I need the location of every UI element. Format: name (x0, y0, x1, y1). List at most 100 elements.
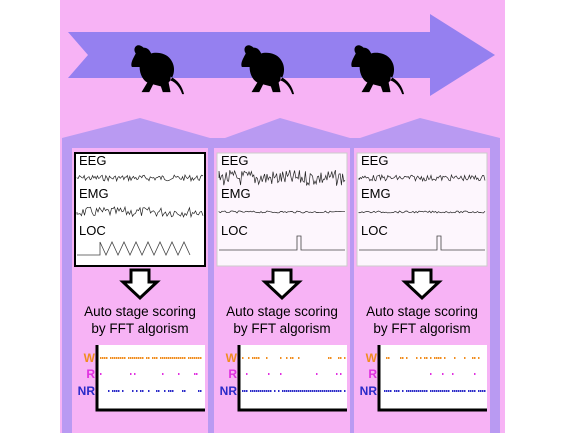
stage-tick (442, 373, 444, 375)
stage-label: NR (220, 384, 238, 398)
stage-tick (332, 390, 334, 392)
stage-tick (434, 357, 436, 359)
stage-tick (390, 390, 392, 392)
stage-tick (138, 357, 140, 359)
stage-tick (174, 357, 176, 359)
stage-tick (140, 390, 142, 392)
stage-tick (328, 390, 330, 392)
stage-label: W (226, 351, 238, 365)
stage-tick (116, 390, 118, 392)
stage-tick (410, 390, 412, 392)
stage-tick (168, 357, 170, 359)
stage-tick (286, 390, 288, 392)
stage-tick (140, 357, 142, 359)
caption-line: by FFT algorism (91, 321, 188, 336)
stage-tick (282, 390, 284, 392)
stage-tick (252, 357, 254, 359)
stage-tick (412, 390, 414, 392)
stage-tick (114, 357, 116, 359)
stage-tick (274, 390, 276, 392)
stage-tick (344, 390, 346, 392)
stage-tick (462, 390, 464, 392)
stage-tick (438, 390, 440, 392)
stage-tick (248, 357, 250, 359)
stage-tick (430, 373, 432, 375)
hypnogram (97, 345, 205, 410)
caption-line: Auto stage scoring (226, 304, 338, 319)
down-arrow (119, 268, 161, 301)
stage-tick (160, 357, 162, 359)
stage-tick (432, 390, 434, 392)
signal-label: LOC (79, 223, 106, 238)
stage-tick (196, 373, 198, 375)
stage-tick (398, 390, 400, 392)
stage-tick (164, 390, 166, 392)
stage-tick (122, 357, 124, 359)
stage-tick (430, 390, 432, 392)
stage-tick (100, 373, 102, 375)
stage-tick (320, 390, 322, 392)
stage-tick (328, 357, 330, 359)
stage-tick (256, 390, 258, 392)
stage-tick (134, 357, 136, 359)
stage-tick (296, 390, 298, 392)
stage-tick (176, 357, 178, 359)
stage-tick (298, 357, 300, 359)
stage-tick (306, 390, 308, 392)
stage-tick (444, 357, 446, 359)
stage-tick (416, 357, 418, 359)
stage-tick (442, 390, 444, 392)
stage-tick (454, 390, 456, 392)
stage-tick (120, 357, 122, 359)
emg-trace (358, 210, 486, 214)
stage-tick (448, 390, 450, 392)
stage-tick (314, 390, 316, 392)
stage-tick (146, 357, 148, 359)
stage-tick (468, 390, 470, 392)
stage-tick (136, 357, 138, 359)
stage-tick (388, 357, 390, 359)
stage-label: NR (360, 384, 378, 398)
stage-tick (426, 390, 428, 392)
loc-trace (219, 235, 345, 251)
emg-trace (76, 205, 204, 219)
stage-tick (280, 357, 282, 359)
stage-tick (472, 390, 474, 392)
stage-tick (182, 357, 184, 359)
stage-tick (108, 390, 110, 392)
stage-tick (460, 390, 462, 392)
stage-tick (194, 357, 196, 359)
stage-tick (246, 373, 248, 375)
stage-tick (298, 390, 300, 392)
stage-tick (310, 390, 312, 392)
stage-tick (142, 357, 144, 359)
stage-tick (244, 390, 246, 392)
stage-tick (326, 390, 328, 392)
stage-tick (260, 390, 262, 392)
stage-tick (388, 390, 390, 392)
stage-tick (252, 390, 254, 392)
stage-tick (198, 357, 200, 359)
down-arrow (261, 268, 303, 301)
stage-tick (122, 390, 124, 392)
stage-tick (156, 357, 158, 359)
signal-label: LOC (361, 223, 388, 238)
stage-tick (132, 357, 134, 359)
stage-label: W (84, 351, 96, 365)
signal-label: EMG (361, 186, 391, 201)
stage-tick (338, 390, 340, 392)
stage-tick (292, 357, 294, 359)
stage-tick (474, 390, 476, 392)
stage-tick (200, 357, 202, 359)
stage-tick (330, 357, 332, 359)
caption-line: by FFT algorism (373, 321, 470, 336)
stage-tick (474, 373, 476, 375)
stage-tick (340, 390, 342, 392)
caption-line: by FFT algorism (233, 321, 330, 336)
stage-tick (130, 373, 132, 375)
stage-tick (436, 357, 438, 359)
stage-tick (406, 357, 408, 359)
stage-tick (132, 390, 134, 392)
panels: EEG EMG LOC Auto stage scoring by FFT algori… (72, 148, 490, 433)
stage-tick (396, 390, 398, 392)
